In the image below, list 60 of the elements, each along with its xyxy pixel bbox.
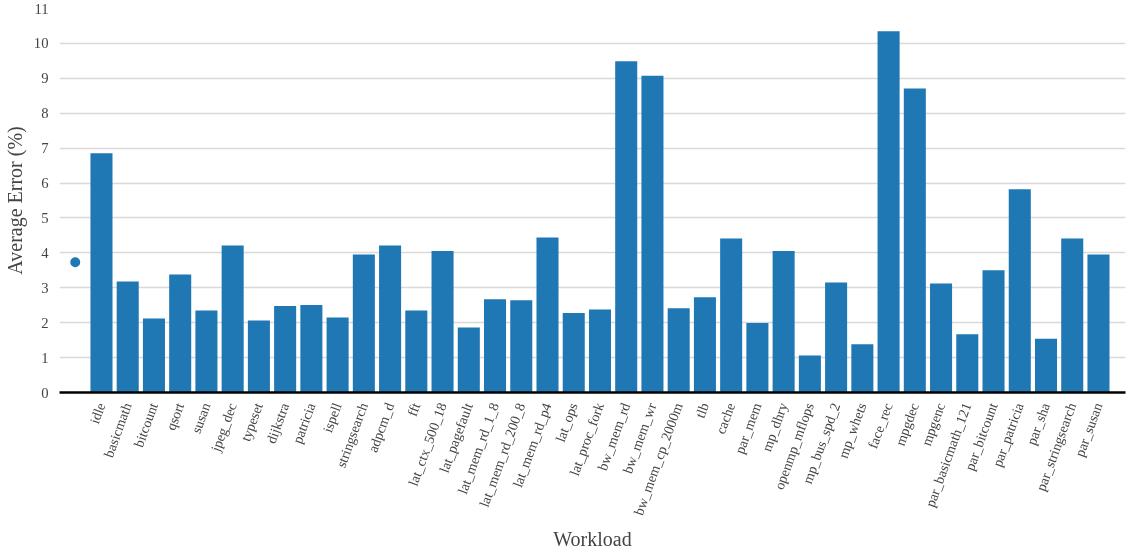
bar (510, 300, 533, 393)
bar (1061, 238, 1084, 393)
bar (300, 304, 323, 393)
y-tick-label: 8 (41, 105, 49, 122)
bar (90, 153, 113, 393)
y-tick-label: 9 (41, 70, 49, 87)
bar (1008, 189, 1031, 393)
bar (641, 75, 664, 393)
bar (825, 282, 848, 393)
bar (274, 305, 297, 393)
y-tick-label: 3 (41, 279, 49, 296)
bar (720, 238, 743, 393)
x-tick-label: susan (188, 400, 214, 436)
bar (772, 251, 795, 393)
y-tick-label: 7 (41, 140, 49, 157)
bar (956, 334, 979, 393)
bar (142, 318, 165, 393)
x-tick-label: idle (87, 400, 109, 426)
x-tick-label: typeset (238, 400, 266, 444)
x-tick-label: qsort (163, 400, 188, 433)
x-tick-label: cache (713, 400, 739, 436)
bar (930, 283, 953, 393)
bar (1087, 254, 1110, 393)
bar (195, 310, 218, 393)
bar (405, 310, 428, 393)
bar (457, 327, 480, 393)
y-tick-label: 6 (41, 175, 49, 192)
bar (536, 237, 559, 393)
y-tick-label: 5 (41, 209, 49, 226)
y-axis-title: Average Error (%) (3, 126, 27, 275)
y-tick-label: 10 (33, 35, 49, 52)
bar (798, 355, 821, 393)
y-tick-label: 11 (34, 0, 49, 17)
y-tick-label: 1 (41, 349, 49, 366)
bar (247, 320, 270, 393)
y-tick-label: 2 (41, 314, 49, 331)
bar (379, 245, 402, 393)
x-axis-title: Workload (553, 527, 632, 550)
bar (877, 31, 900, 393)
bar (431, 251, 454, 393)
x-tick-label: mpgdec (892, 400, 922, 448)
bar (221, 245, 244, 393)
bar (667, 308, 690, 393)
bar (982, 270, 1005, 393)
x-tick-label: tlb (692, 400, 712, 420)
bar (588, 309, 611, 393)
bar (484, 299, 507, 393)
bar (746, 323, 769, 393)
bar (1034, 338, 1058, 393)
bar (326, 317, 349, 393)
bar (352, 254, 375, 393)
bar (693, 297, 716, 393)
y-tick-label: 4 (41, 244, 50, 261)
bar (851, 344, 874, 393)
bar (903, 88, 926, 393)
bar (116, 281, 139, 393)
bar (615, 61, 638, 393)
bar (169, 274, 192, 393)
bar (562, 312, 585, 393)
y-tick-label: 0 (41, 384, 49, 401)
